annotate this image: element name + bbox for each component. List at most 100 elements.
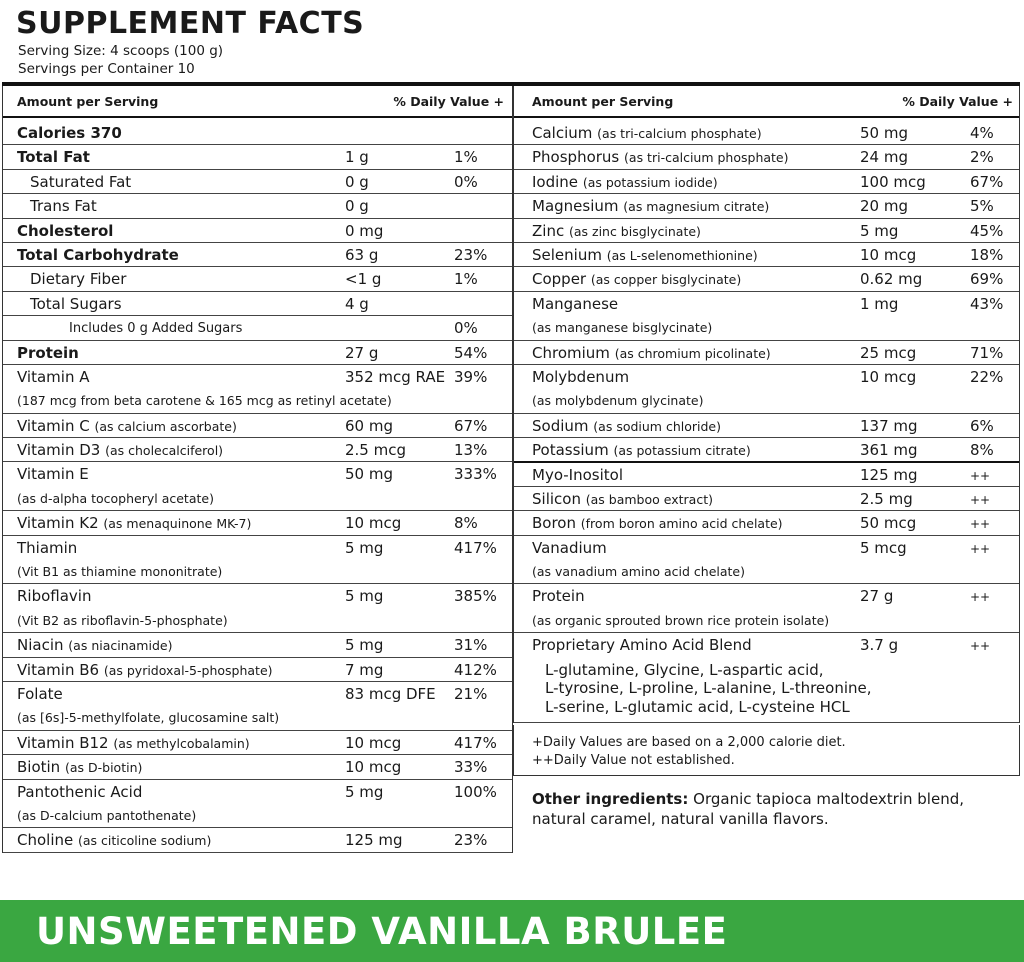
nutrient-note: (as zinc bisglycinate)	[568, 223, 701, 239]
amount: 27 g	[860, 587, 894, 606]
nutrient-name: Myo-Inositol	[532, 466, 623, 484]
amount: 3.7 g	[860, 636, 899, 655]
nutrient-name-text: Iodine	[532, 172, 579, 191]
nutrient-row: Vitamin D3 (as cholecalciferol) 2.5 mcg 13…	[3, 438, 512, 463]
nutrient-name: Dietary Fiber	[30, 270, 126, 288]
nutrient-row: Protein 27 g 54%	[3, 341, 512, 365]
nutrient-note: (as potassium citrate)	[613, 443, 751, 459]
nutrient-row: Silicon (as bamboo extract) 2.5 mg ++	[514, 487, 1019, 512]
nutrient-name-text: Protein	[17, 343, 79, 362]
daily-value: 8%	[454, 514, 478, 533]
nutrient-row: Thiamin 5 mg 417% (Vit B1 as thiamine monon…	[3, 536, 512, 585]
nutrient-name: Manganese	[532, 295, 618, 313]
nutrient-row: Proprietary Amino Acid Blend 3.7 g ++ L-glu…	[514, 633, 1019, 724]
amount: 24 mg	[860, 148, 908, 167]
nutrient-name-text: Vitamin D3	[17, 441, 101, 460]
daily-value: ++	[970, 590, 991, 605]
nutrient-name-text: Biotin	[17, 758, 61, 777]
nutrient-row: Manganese 1 mg 43% (as manganese bisglycina…	[514, 292, 1019, 341]
blend-ingredient: L-serine, L-glutamic acid, L-cysteine HC…	[545, 697, 850, 716]
daily-value: 8%	[970, 441, 994, 460]
nutrient-note: (as chromium picolinate)	[614, 345, 771, 361]
nutrient-detail: (187 mcg from beta carotene & 165 mcg as…	[17, 393, 392, 409]
nutrient-note: (as bamboo extract)	[585, 491, 713, 507]
nutrient-name: Proprietary Amino Acid Blend	[532, 636, 752, 654]
nutrient-name-text: Myo-Inositol	[532, 465, 624, 484]
nutrient-name-text: Folate	[17, 685, 63, 704]
nutrient-name: Protein	[17, 344, 79, 362]
amount: 5 mg	[860, 221, 899, 240]
daily-value: 417%	[454, 538, 497, 557]
nutrient-note: (from boron amino acid chelate)	[580, 516, 783, 532]
amount: 125 mg	[860, 465, 918, 484]
nutrient-name: Vitamin E	[17, 465, 89, 483]
nutrient-note: (as copper bisglycinate)	[590, 272, 742, 288]
header-daily-value: % Daily Value +	[902, 94, 1013, 109]
amount: 5 mcg	[860, 538, 907, 557]
amount: 50 mg	[345, 465, 393, 484]
nutrient-row: Selenium (as L-selenomethionine) 10 mcg 18…	[514, 243, 1019, 268]
amount: 50 mg	[860, 124, 908, 142]
nutrient-name-text: Cholesterol	[17, 221, 114, 240]
banner: UNSWEETENED VANILLA BRULEE	[0, 900, 1024, 962]
nutrient-row: Saturated Fat 0 g 0%	[3, 170, 512, 195]
footnote: ++Daily Value not established.	[532, 753, 735, 768]
amount: 352 mcg RAE	[345, 367, 446, 386]
daily-value: 23%	[454, 831, 488, 850]
nutrient-row: Biotin (as D-biotin) 10 mcg 33%	[3, 755, 512, 780]
nutrient-row: Boron (from boron amino acid chelate) 50 …	[514, 511, 1019, 536]
nutrient-row: Molybdenum 10 mcg 22% (as molybdenum glycin…	[514, 365, 1019, 414]
nutrient-name-text: Thiamin	[17, 538, 78, 557]
other-ingredients-text: Organic tapioca maltodextrin blend, natu…	[532, 790, 964, 828]
daily-value: ++	[970, 517, 991, 532]
daily-value: 22%	[970, 367, 1004, 386]
daily-value: ++	[970, 468, 991, 483]
nutrient-name: Selenium (as L-selenomethionine)	[532, 246, 758, 264]
daily-value: 31%	[454, 636, 488, 655]
nutrient-row: Vitamin K2 (as menaquinone MK-7) 10 mcg 8%	[3, 511, 512, 536]
nutrient-name-text: Niacin	[17, 636, 64, 655]
amount: 10 mcg	[860, 367, 917, 386]
amount: 0 g	[345, 197, 369, 216]
nutrient-name: Vanadium	[532, 539, 607, 557]
nutrient-name-text: Vitamin B12	[17, 733, 109, 752]
nutrient-detail: (as D-calcium pantothenate)	[17, 808, 197, 824]
daily-value: 67%	[454, 416, 488, 435]
nutrient-name: Total Sugars	[30, 295, 122, 313]
amount: 20 mg	[860, 197, 908, 216]
nutrient-name: Potassium (as potassium citrate)	[532, 441, 751, 459]
nutrient-detail: (as molybdenum glycinate)	[532, 393, 704, 409]
daily-value: 385%	[454, 587, 497, 606]
nutrient-name-text: Total Carbohydrate	[17, 245, 179, 264]
nutrient-name: Iodine (as potassium iodide)	[532, 173, 718, 191]
daily-value: 1%	[454, 270, 478, 289]
nutrient-row: Calories 370	[3, 118, 512, 146]
nutrient-name-text: Saturated Fat	[30, 172, 132, 191]
amount: 100 mcg	[860, 172, 926, 191]
nutrient-name-text: Trans Fat	[30, 197, 97, 216]
nutrient-name: Zinc (as zinc bisglycinate)	[532, 222, 701, 240]
nutrient-note: (as potassium iodide)	[582, 174, 718, 190]
nutrient-detail: (as d-alpha tocopheryl acetate)	[17, 490, 214, 506]
nutrient-row: Potassium (as potassium citrate) 361 mg 8%	[514, 438, 1019, 463]
amount: 5 mg	[345, 636, 384, 655]
nutrient-name: Molybdenum	[532, 368, 629, 386]
header-amount: Amount per Serving	[532, 94, 674, 109]
blend-ingredient: L-tyrosine, L-proline, L-alanine, L-thre…	[545, 679, 872, 698]
nutrient-name: Niacin (as niacinamide)	[17, 636, 172, 654]
nutrient-name-text: Vanadium	[532, 538, 607, 557]
nutrient-name: Folate	[17, 685, 63, 703]
nutrient-name: Trans Fat	[30, 197, 97, 215]
nutrient-name: Silicon (as bamboo extract)	[532, 490, 713, 508]
nutrient-name: Total Fat	[17, 148, 90, 166]
daily-value: 69%	[970, 270, 1004, 289]
amount: 10 mcg	[860, 245, 917, 264]
daily-value: ++	[970, 639, 991, 654]
serving-size: Serving Size: 4 scoops (100 g)	[18, 43, 224, 59]
nutrient-name: Sodium (as sodium chloride)	[532, 417, 721, 435]
nutrient-row: Trans Fat 0 g	[3, 194, 512, 219]
nutrient-name-text: Dietary Fiber	[30, 270, 127, 289]
nutrient-name: Biotin (as D-biotin)	[17, 758, 142, 776]
nutrient-name-text: Vitamin B6	[17, 660, 100, 679]
nutrient-note: (as L-selenomethionine)	[606, 247, 758, 263]
